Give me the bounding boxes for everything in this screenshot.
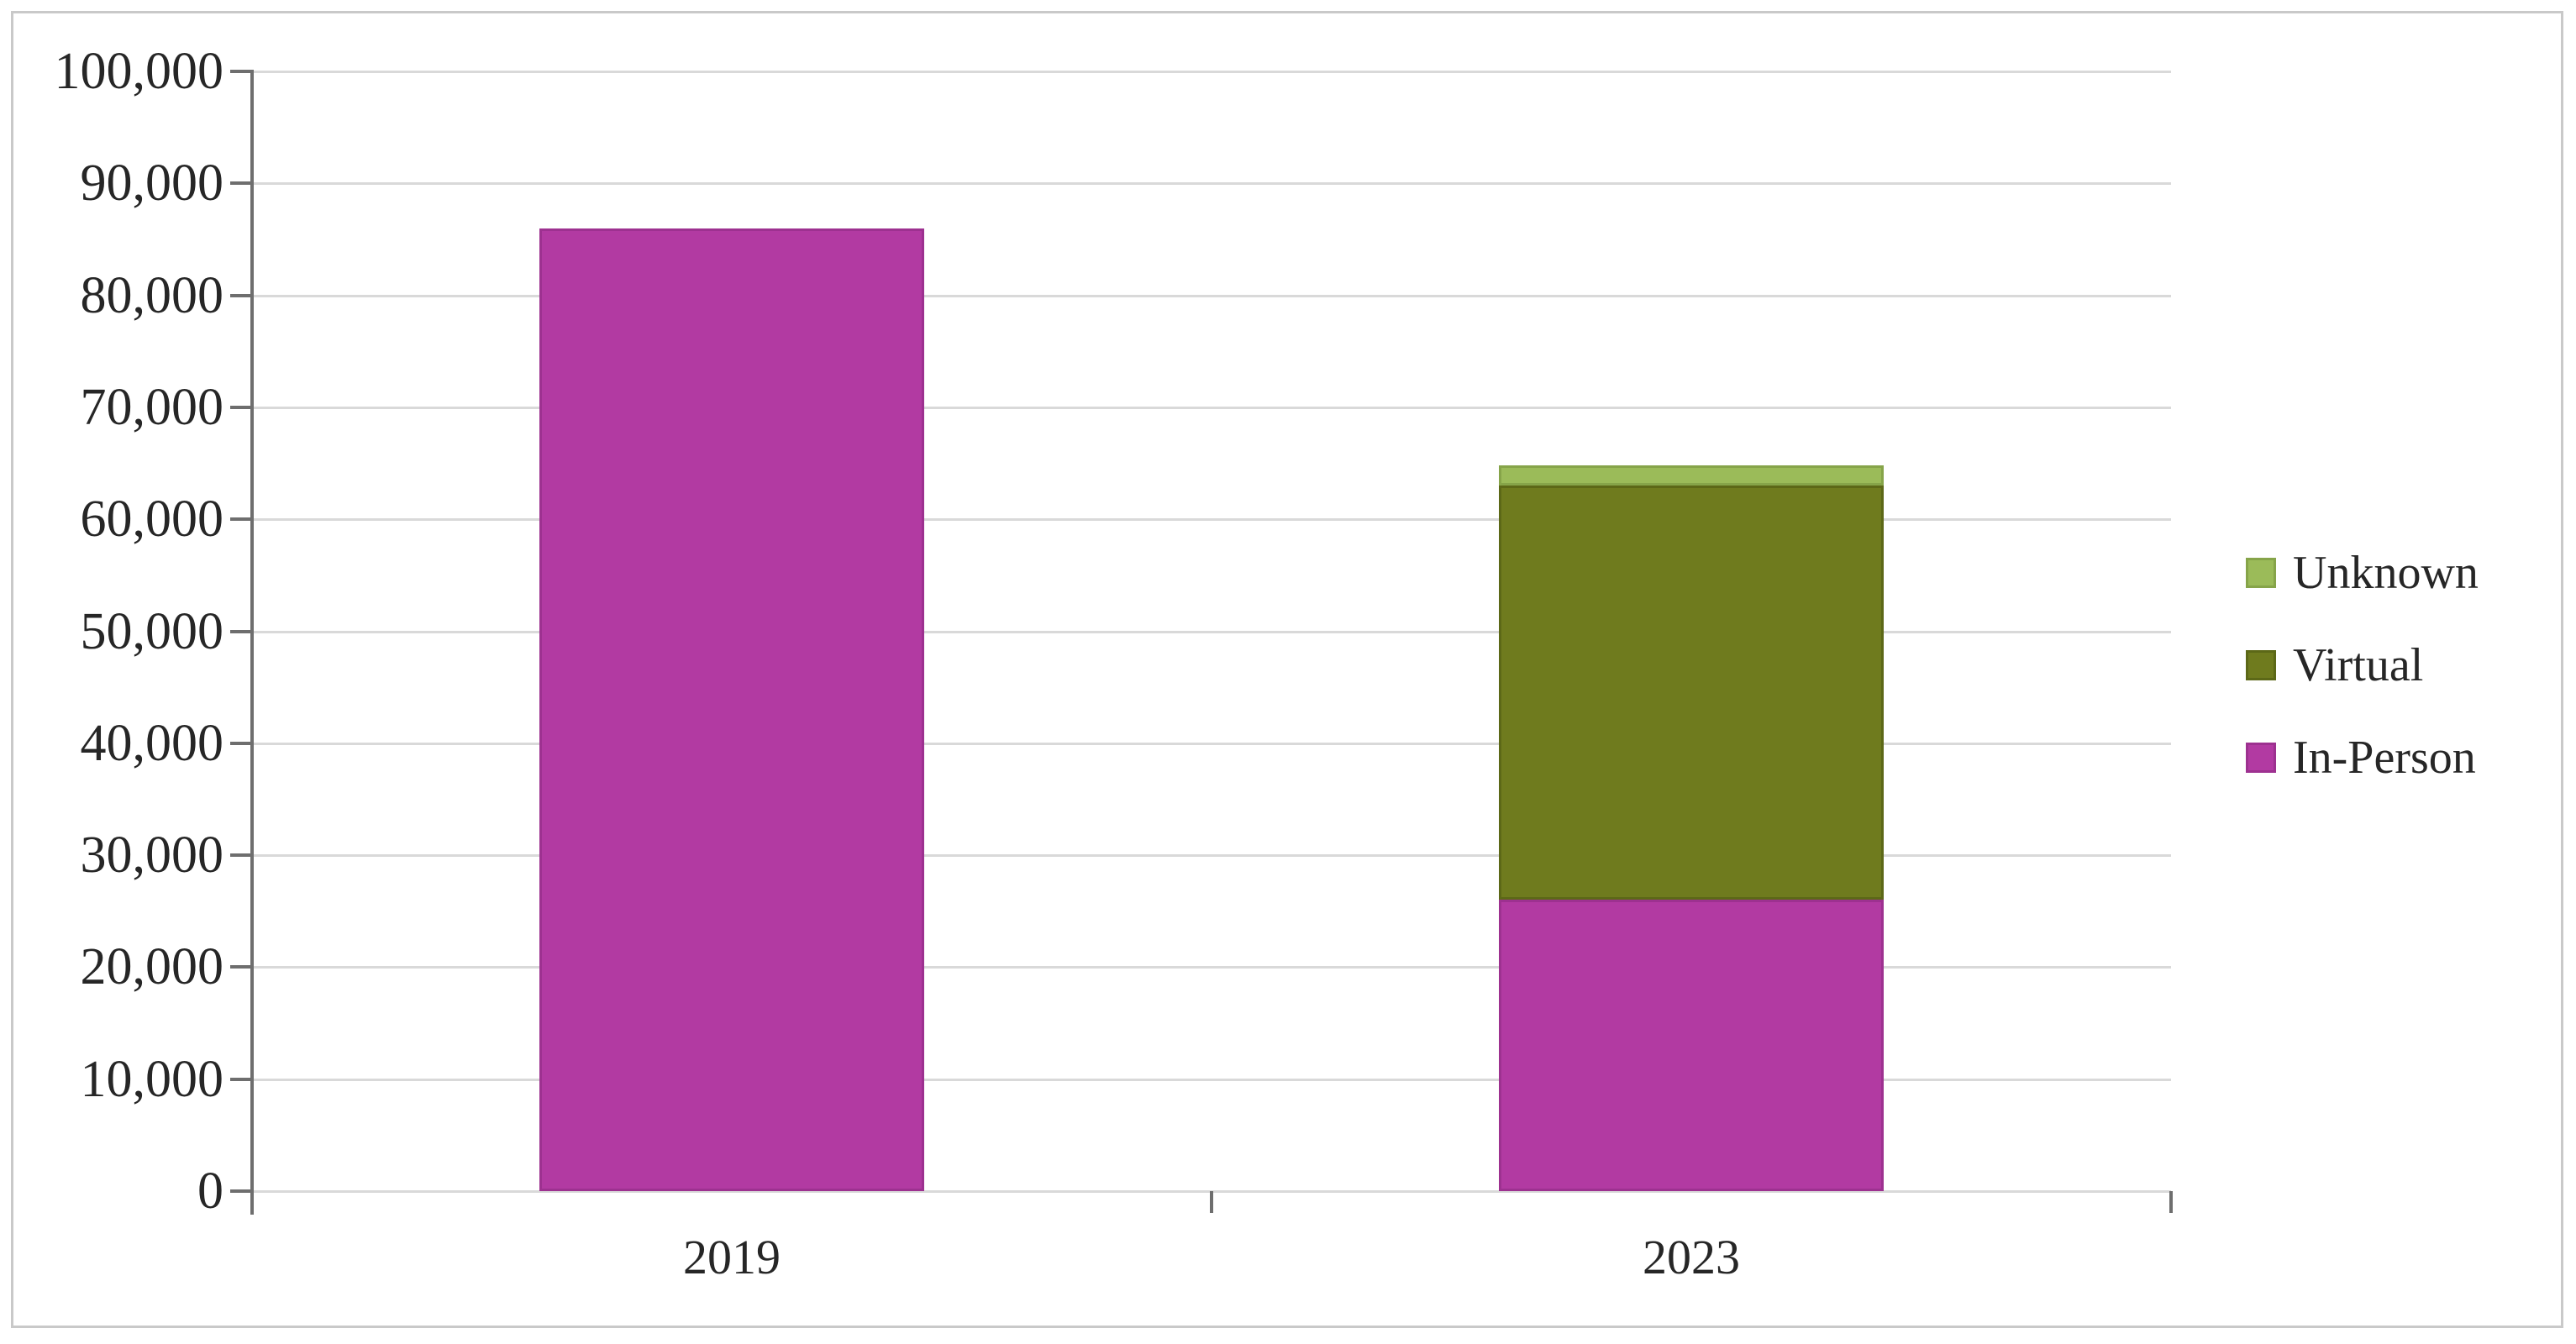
category-label-2023: 2023	[1643, 1230, 1740, 1284]
legend-swatch-virtual-icon	[2246, 650, 2276, 680]
y-axis-tick	[230, 293, 252, 297]
y-tick-label: 60,000	[80, 491, 224, 549]
bar-segment-in-person-2023	[1499, 900, 1884, 1191]
y-tick-label: 90,000	[80, 155, 224, 213]
y-axis-tick	[230, 70, 252, 73]
legend-entry-virtual: Virtual	[2246, 642, 2423, 689]
y-gridline	[252, 630, 2171, 633]
y-axis-tick	[230, 181, 252, 186]
y-tick-label: 10,000	[80, 1050, 224, 1108]
y-gridline	[252, 1078, 2171, 1081]
y-tick-label: 30,000	[80, 827, 224, 885]
legend-label-in-person: In-Person	[2293, 732, 2476, 784]
y-tick-label: 80,000	[80, 266, 224, 324]
y-gridline	[252, 71, 2171, 73]
legend-entry-unknown: Unknown	[2246, 549, 2479, 596]
y-gridline	[252, 182, 2171, 186]
x-axis-tick	[2169, 1191, 2173, 1213]
bar-segment-unknown-2023	[1499, 465, 1884, 486]
y-axis-tick	[230, 405, 252, 409]
y-axis-tick	[230, 853, 252, 858]
legend-swatch-in-person-icon	[2246, 743, 2276, 773]
y-tick-label: 70,000	[80, 378, 224, 436]
y-tick-label: 100,000	[54, 43, 224, 100]
y-axis-tick	[230, 629, 252, 633]
y-tick-label: 20,000	[80, 938, 224, 996]
legend-entry-in-person: In-Person	[2246, 734, 2476, 781]
legend-label-virtual: Virtual	[2293, 639, 2424, 691]
y-gridline	[252, 966, 2171, 969]
category-label-2019: 2019	[683, 1230, 781, 1284]
y-gridline	[252, 854, 2171, 858]
x-axis-tick	[1210, 1191, 1213, 1213]
legend-swatch-unknown-icon	[2246, 558, 2276, 588]
y-gridline	[252, 742, 2171, 745]
y-axis-line	[250, 70, 254, 1215]
legend-label-unknown: Unknown	[2293, 547, 2479, 599]
y-axis-tick	[230, 1189, 252, 1193]
figure-border	[11, 11, 2563, 1328]
y-tick-label: 50,000	[80, 602, 224, 660]
y-tick-label: 40,000	[80, 714, 224, 772]
y-axis-tick	[230, 741, 252, 745]
y-gridline	[252, 518, 2171, 522]
y-gridline	[252, 294, 2171, 297]
y-gridline	[252, 406, 2171, 409]
y-axis-tick	[230, 1077, 252, 1081]
bar-segment-in-person-2019	[539, 228, 924, 1191]
y-axis-tick	[230, 965, 252, 969]
bar-segment-virtual-2023	[1499, 486, 1884, 900]
y-axis-tick	[230, 517, 252, 522]
y-tick-label: 0	[197, 1163, 223, 1220]
